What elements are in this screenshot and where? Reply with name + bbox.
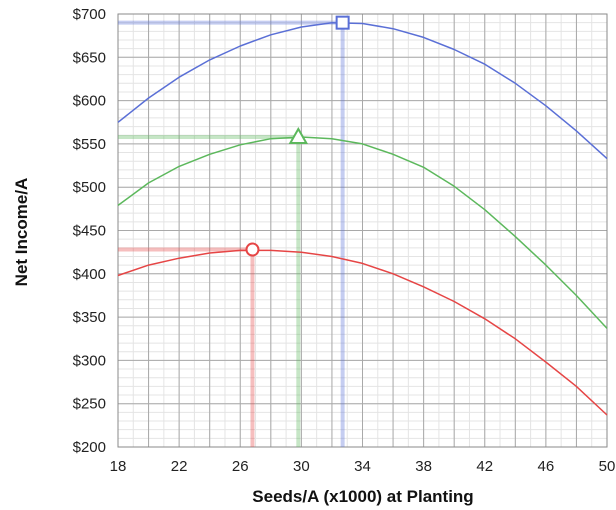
plot-border [117, 13, 608, 448]
x-tick-label: 46 [538, 458, 555, 475]
y-tick-label: $250 [73, 396, 106, 413]
optimum-reference-lines [118, 20, 345, 447]
x-tick-label: 42 [476, 458, 493, 475]
x-tick-label: 18 [110, 458, 127, 475]
x-tick-label: 38 [415, 458, 432, 475]
x-tick-label: 50 [599, 458, 616, 475]
x-tick-label: 30 [293, 458, 310, 475]
y-tick-label: $300 [73, 352, 106, 369]
y-tick-label: $450 [73, 223, 106, 240]
optimum-marker-square [335, 15, 350, 30]
y-axis-title: Net Income/A [12, 178, 31, 287]
x-tick-label: 22 [171, 458, 188, 475]
y-tick-label: $400 [73, 266, 106, 283]
optimum-markers [245, 15, 350, 257]
optimum-marker-triangle [288, 126, 309, 144]
optimum-marker-circle [245, 242, 260, 257]
y-tick-label: $350 [73, 309, 106, 326]
x-tick-label: 34 [354, 458, 371, 475]
x-tick-labels: 18 22 26 30 34 38 42 46 50 [110, 458, 616, 475]
y-tick-label: $600 [73, 93, 106, 110]
y-tick-label: $500 [73, 179, 106, 196]
x-axis-title: Seeds/A (x1000) at Planting [252, 487, 473, 506]
series-lines [117, 21, 608, 416]
y-tick-label: $700 [73, 6, 106, 23]
grid [117, 13, 608, 448]
series-line-triangle [117, 136, 608, 329]
y-tick-label: $650 [73, 49, 106, 66]
y-tick-label: $550 [73, 136, 106, 153]
x-tick-label: 26 [232, 458, 249, 475]
y-tick-label: $200 [73, 439, 106, 456]
y-tick-labels: $200 $250 $300 $350 $400 $450 $500 $550 $600 $650… [73, 6, 106, 456]
series-line-square [117, 21, 608, 160]
series-line-circle [117, 249, 608, 416]
